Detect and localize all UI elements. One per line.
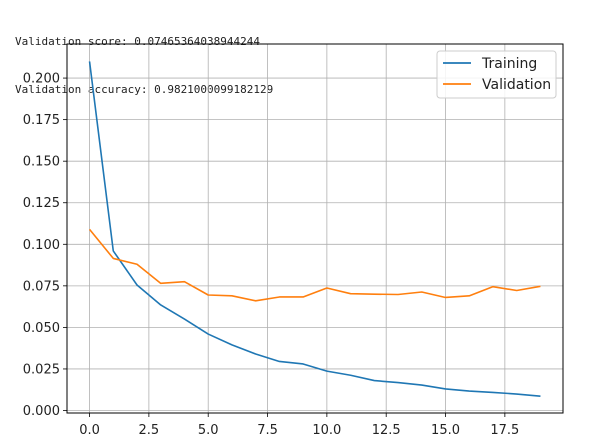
- validation-score-text: Validation score: 0.07465364038944244: [15, 35, 261, 48]
- series-line-training: [88, 61, 541, 398]
- legend: Training Validation: [436, 50, 557, 99]
- series-line-validation: [88, 228, 541, 302]
- y-tick-label: 0.050: [23, 321, 60, 336]
- y-tick-label: 0.025: [23, 362, 60, 377]
- legend-label-validation: Validation: [482, 77, 551, 93]
- axis-ticks: 0.0 2.5 5.0 7.5 10.0 12.5 15.0 17.5 0.000 0.025 0.…: [23, 72, 520, 438]
- x-tick-label: 10.0: [312, 423, 341, 438]
- x-tick-label: 12.5: [372, 423, 401, 438]
- plot-frame: [66, 43, 564, 414]
- series-lines: [88, 61, 541, 398]
- y-tick-label: 0.000: [23, 404, 60, 419]
- legend-label-training: Training: [481, 56, 537, 72]
- grid-lines: [67, 44, 563, 413]
- x-tick-label: 15.0: [431, 423, 460, 438]
- x-tick-label: 17.5: [490, 423, 519, 438]
- x-tick-label: 0.0: [79, 423, 100, 438]
- y-tick-label: 0.125: [23, 196, 60, 211]
- validation-accuracy-text: Validation accuracy: 0.9821000099182129: [15, 83, 274, 96]
- y-tick-label: 0.100: [23, 238, 60, 253]
- x-tick-label: 2.5: [139, 423, 160, 438]
- output-console: Validation score: 0.07465364038944244 Va…: [15, 2, 273, 114]
- y-tick-label: 0.175: [23, 113, 60, 128]
- y-tick-label: 0.150: [23, 155, 60, 170]
- x-tick-label: 5.0: [198, 423, 219, 438]
- x-tick-label: 7.5: [257, 423, 278, 438]
- y-tick-label: 0.200: [23, 72, 60, 87]
- y-tick-label: 0.075: [23, 279, 60, 294]
